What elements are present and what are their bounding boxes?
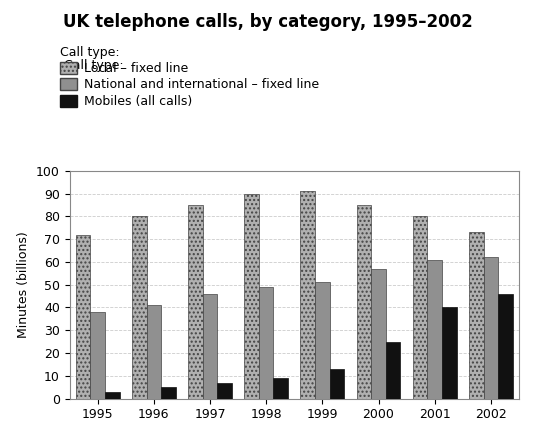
Bar xyxy=(484,258,498,399)
Bar xyxy=(132,216,147,399)
Bar xyxy=(244,194,259,399)
Bar xyxy=(330,369,344,399)
Bar xyxy=(498,294,513,399)
Bar xyxy=(371,269,386,399)
Bar xyxy=(442,307,456,399)
Bar xyxy=(386,342,400,399)
Bar xyxy=(76,235,90,399)
Bar xyxy=(203,294,217,399)
Bar xyxy=(315,283,330,399)
Bar xyxy=(161,387,175,399)
Bar xyxy=(413,216,427,399)
Bar xyxy=(188,205,203,399)
Text: UK telephone calls, by category, 1995–2002: UK telephone calls, by category, 1995–20… xyxy=(63,13,472,31)
Bar xyxy=(301,191,315,399)
Y-axis label: Minutes (billions): Minutes (billions) xyxy=(18,231,30,338)
Bar xyxy=(469,232,484,399)
Bar xyxy=(259,287,273,399)
Legend: Local – fixed line, National and international – fixed line, Mobiles (all calls): Local – fixed line, National and interna… xyxy=(60,46,319,108)
Bar xyxy=(105,392,119,399)
Bar xyxy=(357,205,371,399)
Bar xyxy=(217,383,232,399)
Bar xyxy=(273,378,288,399)
Text: Call type:: Call type: xyxy=(64,59,124,72)
Bar xyxy=(90,312,105,399)
Bar xyxy=(147,305,161,399)
Bar xyxy=(427,260,442,399)
